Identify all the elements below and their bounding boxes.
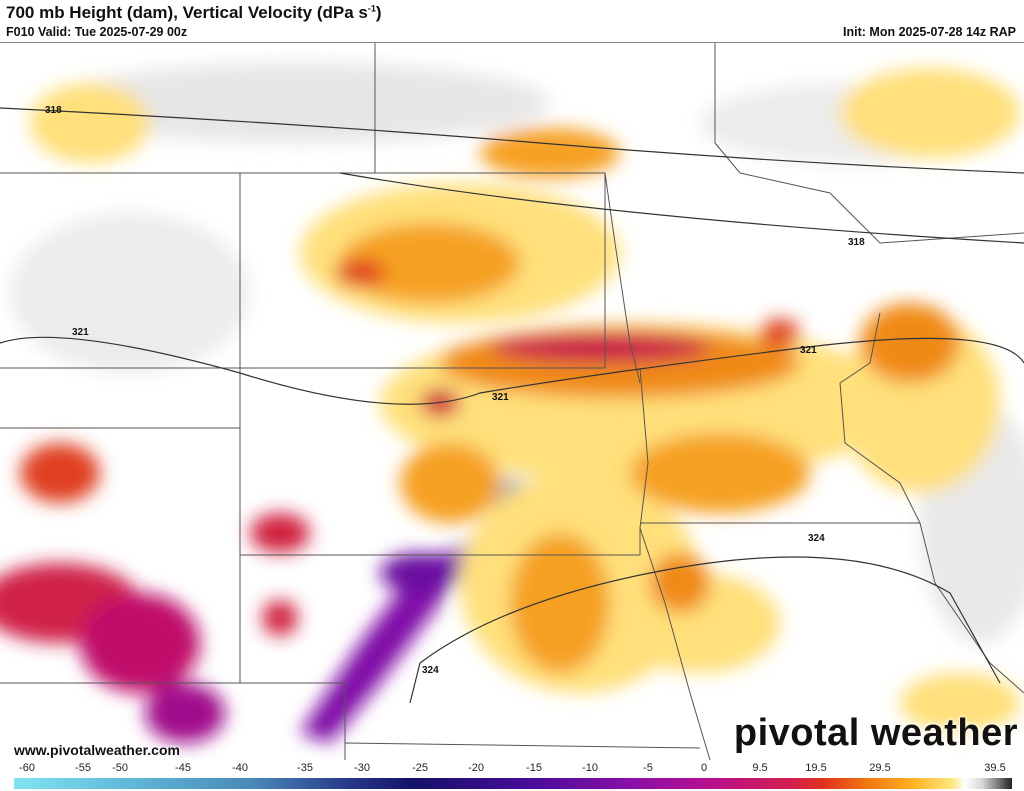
map-title: 700 mb Height (dam), Vertical Velocity (… xyxy=(6,3,382,23)
colorbar-tick-label: -45 xyxy=(175,762,191,774)
contour-label: 321 xyxy=(800,345,817,356)
colorbar-tick-label: 19.5 xyxy=(805,762,827,774)
contour-label: 321 xyxy=(72,327,89,338)
title-text: 700 mb Height (dam), Vertical Velocity (… xyxy=(6,3,368,22)
colorbar-tick-label: -60 xyxy=(19,762,35,774)
title-end: ) xyxy=(375,3,382,22)
state-borders xyxy=(0,43,1024,760)
valid-time: F010 Valid: Tue 2025-07-29 00z xyxy=(6,25,188,39)
colorbar xyxy=(14,778,1012,789)
colorbar-tick-label: 0 xyxy=(700,762,708,774)
colorbar-tick-label: -5 xyxy=(643,762,653,774)
colorbar-tick-label: -15 xyxy=(526,762,542,774)
colorbar-tick-label: -30 xyxy=(354,762,370,774)
contour-label: 324 xyxy=(808,533,825,544)
title-superscript: -1 xyxy=(367,3,376,14)
colorbar-tick-label: -35 xyxy=(297,762,313,774)
colorbar-tick-label: -10 xyxy=(582,762,598,774)
colorbar-tick-label: -20 xyxy=(468,762,484,774)
colorbar-tick-label: 9.5 xyxy=(752,762,768,774)
colorbar-tick-label: -25 xyxy=(412,762,428,774)
contour-label: 321 xyxy=(492,392,509,403)
colorbar-tick-label: -50 xyxy=(112,762,128,774)
colorbar-tick-label: -40 xyxy=(232,762,248,774)
colorbar-tick-label: 29.5 xyxy=(869,762,891,774)
contour-label: 318 xyxy=(45,105,62,116)
velocity-field xyxy=(0,63,1024,743)
colorbar-tick-label: 39.5 xyxy=(984,762,1006,774)
contour-label: 318 xyxy=(848,237,865,248)
weather-map: 318 318 321 321 321 324 324 xyxy=(0,42,1024,760)
pivotal-weather-logo: pivotal weather xyxy=(733,712,1018,754)
colorbar-labels: -60 -55 -50 -45 -40 -35 -30 -25 -20 -15 -10 -5 0 9.5 1… xyxy=(0,762,1024,776)
colorbar-tick-label: -55 xyxy=(75,762,91,774)
height-contours xyxy=(0,107,1024,704)
init-time: Init: Mon 2025-07-28 14z RAP xyxy=(843,25,1016,39)
website-link[interactable]: www.pivotalweather.com xyxy=(14,742,180,758)
contour-label: 324 xyxy=(422,665,439,676)
